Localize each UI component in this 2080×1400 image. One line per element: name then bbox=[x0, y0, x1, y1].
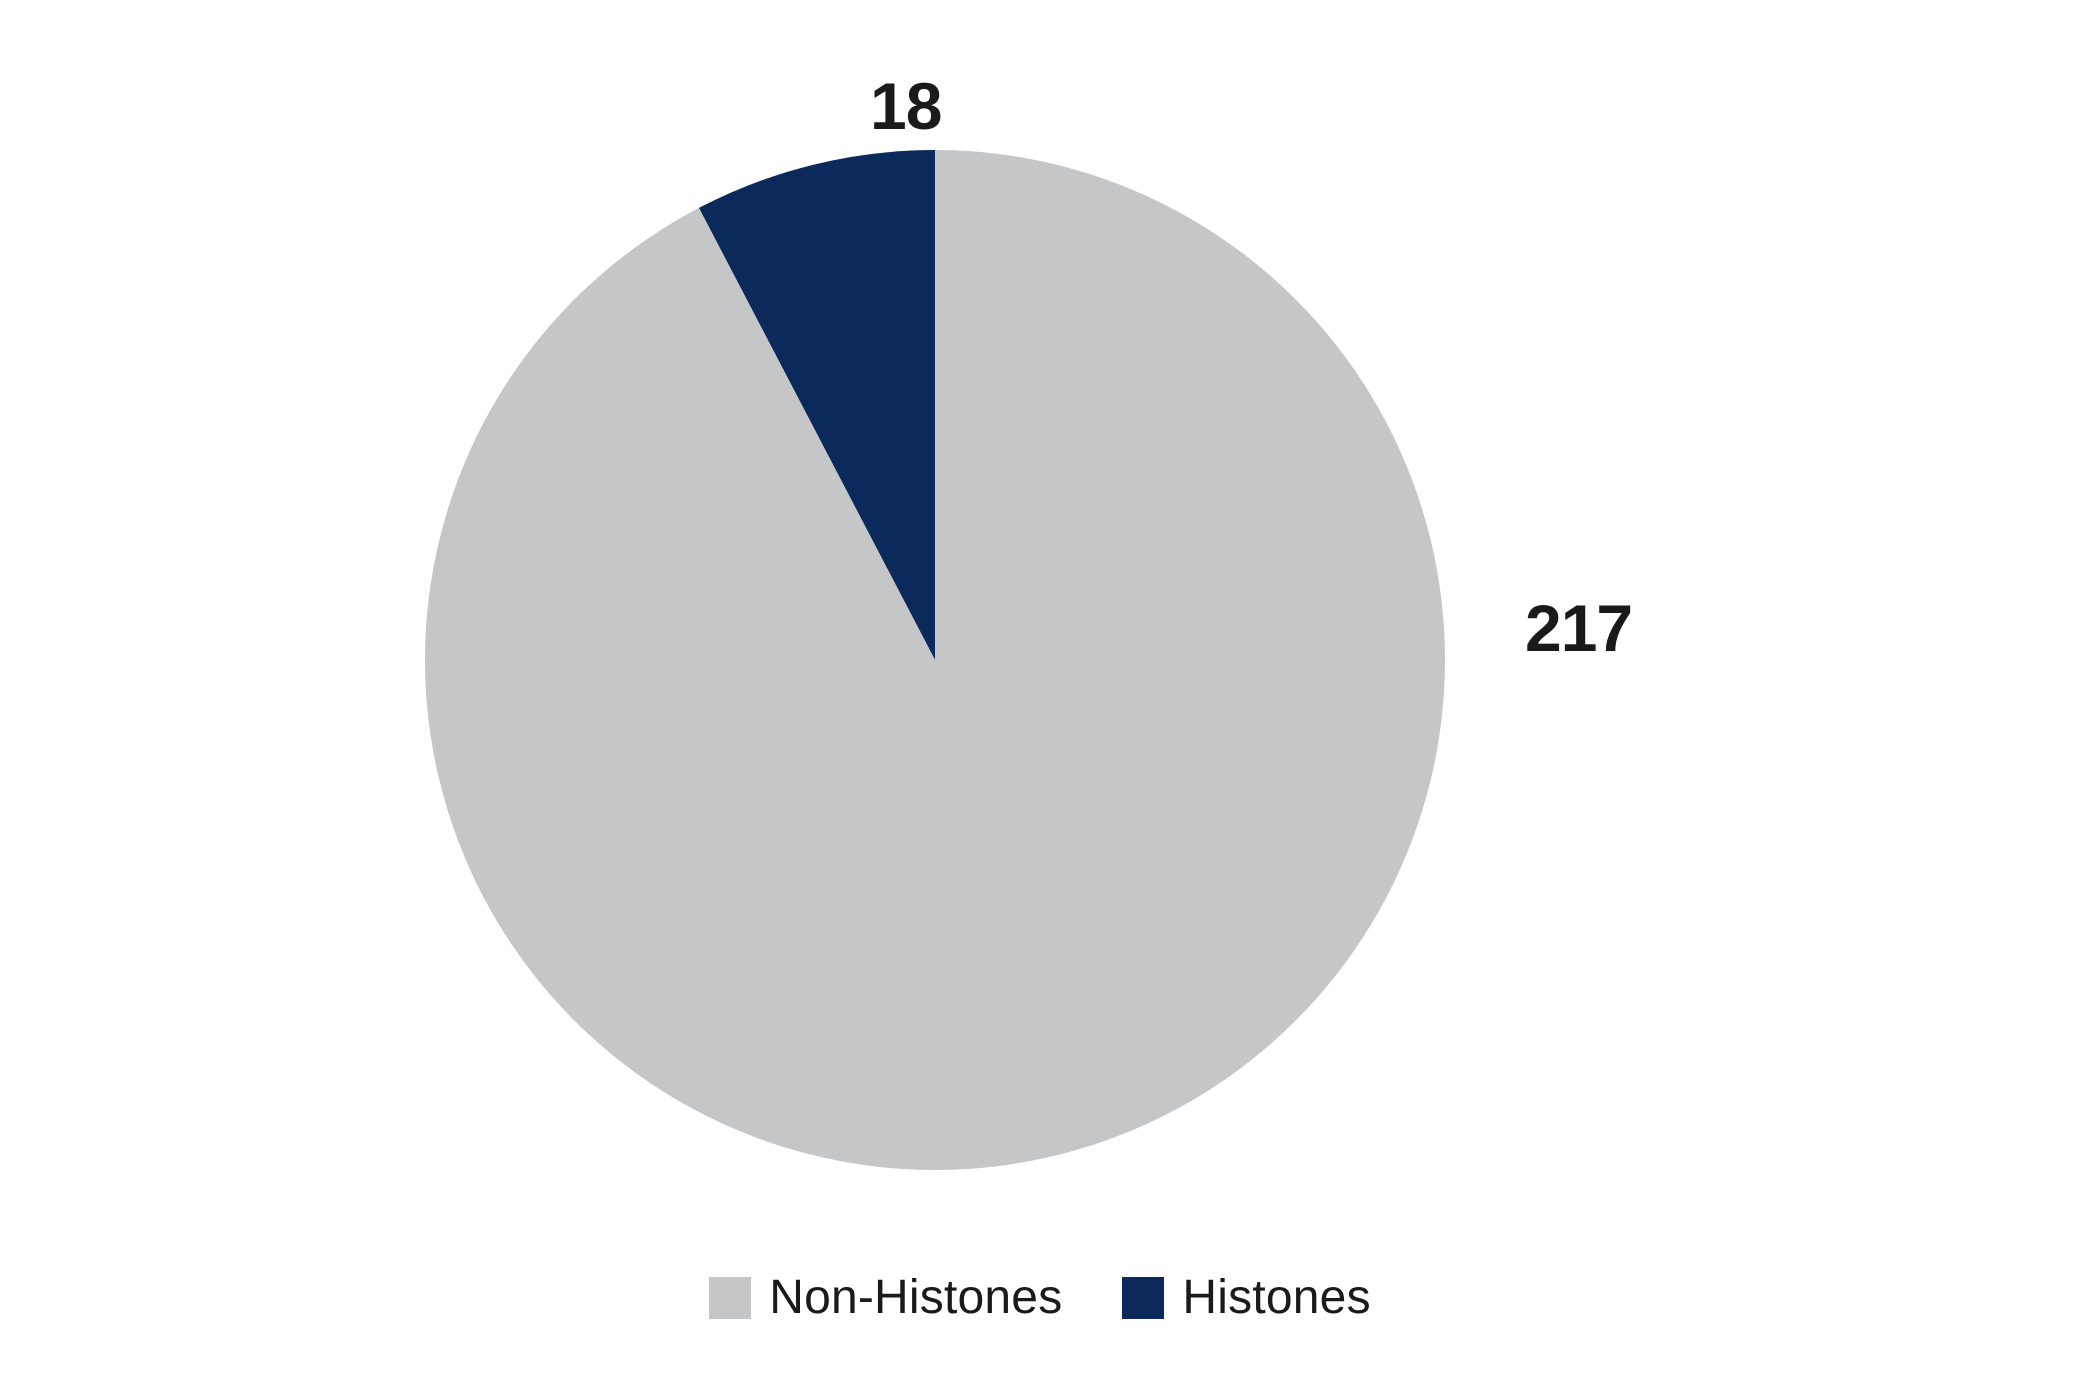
pie-slice-non-histones bbox=[425, 150, 1445, 1170]
legend-label-non-histones: Non-Histones bbox=[769, 1270, 1062, 1325]
legend-swatch-non-histones bbox=[709, 1277, 751, 1319]
slice-value-non-histones: 217 bbox=[1525, 590, 1632, 666]
legend-item-non-histones: Non-Histones bbox=[709, 1270, 1062, 1325]
pie-chart: 18 217 Non-Histones Histones bbox=[0, 0, 2080, 1400]
legend-item-histones: Histones bbox=[1122, 1270, 1370, 1325]
legend-swatch-histones bbox=[1122, 1277, 1164, 1319]
slice-value-histones: 18 bbox=[870, 68, 941, 144]
legend-label-histones: Histones bbox=[1182, 1270, 1370, 1325]
legend: Non-Histones Histones bbox=[0, 1270, 2080, 1325]
pie-svg bbox=[0, 0, 2080, 1400]
